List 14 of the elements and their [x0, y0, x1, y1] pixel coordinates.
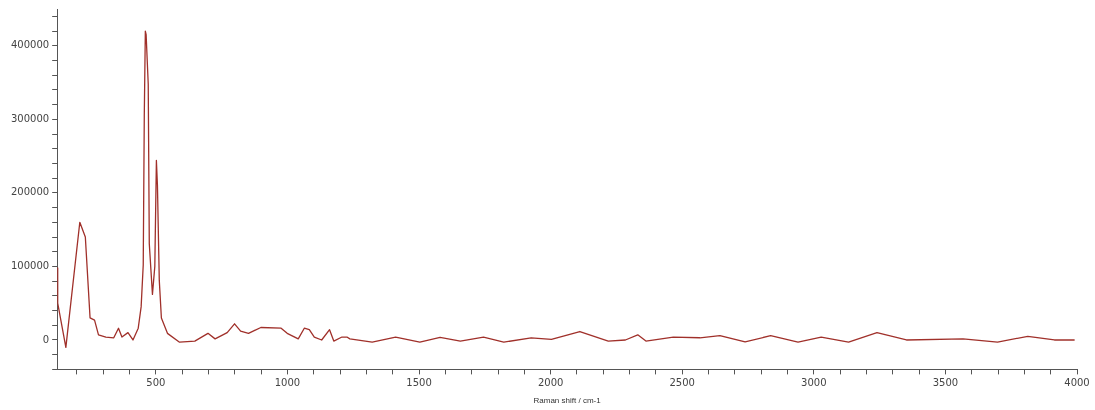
x-axis-title: Raman shift / cm-1	[533, 396, 602, 406]
x-tick-label: 1000	[274, 376, 301, 388]
x-tick-label: 2500	[669, 376, 695, 388]
y-tick-label: 400000	[10, 39, 50, 51]
x-tick-label: 3000	[801, 376, 827, 388]
y-tick-label: 200000	[10, 186, 50, 198]
y-tick-label: 0	[42, 333, 50, 345]
x-tick-label: 3500	[932, 376, 959, 388]
y-tick-label: 300000	[10, 112, 50, 124]
x-tick-label: 2000	[537, 376, 564, 388]
y-tick-label: 100000	[10, 260, 50, 272]
x-tick-label: 4000	[1064, 376, 1090, 388]
x-tick-label: 1500	[406, 376, 432, 388]
x-tick-label: 500	[146, 376, 166, 388]
